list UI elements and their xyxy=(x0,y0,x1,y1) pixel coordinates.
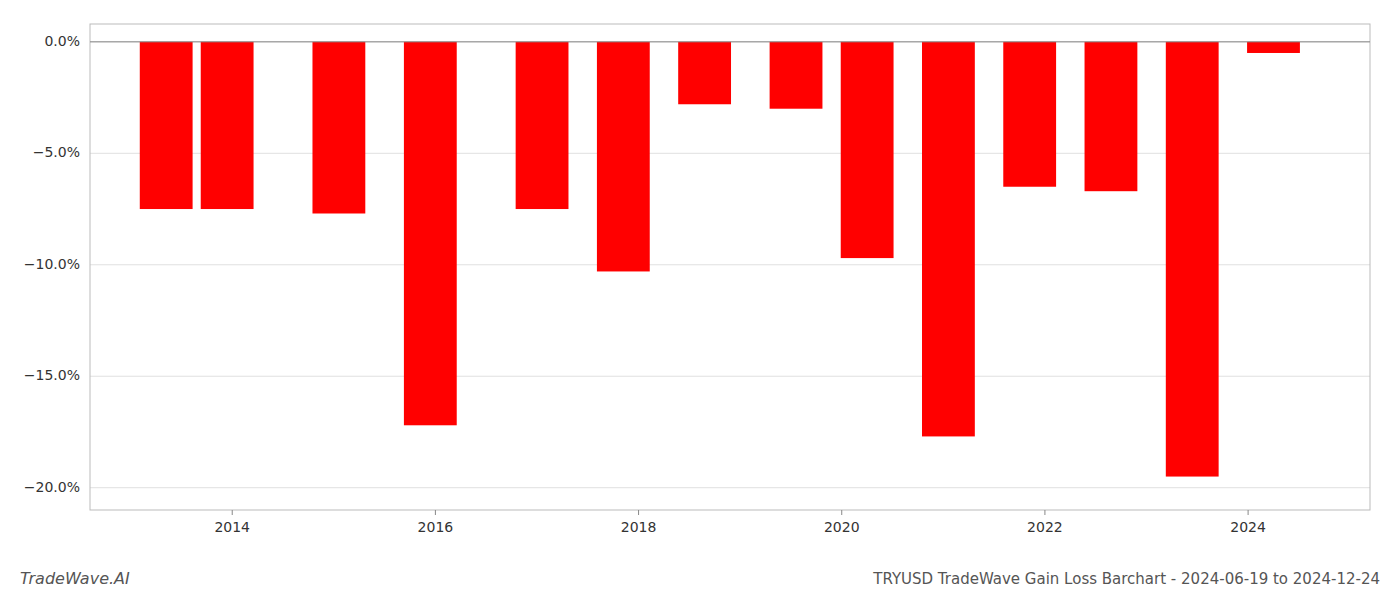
x-tick xyxy=(232,510,233,515)
bars xyxy=(140,42,1300,477)
x-tick xyxy=(1248,510,1249,515)
title: TRYUSD TradeWave Gain Loss Barchart - 20… xyxy=(872,570,1380,588)
y-tick-label: −20.0% xyxy=(24,479,80,495)
x-tick-label: 2016 xyxy=(418,519,454,535)
grid-line xyxy=(90,487,1370,488)
bar xyxy=(404,42,457,425)
bar xyxy=(140,42,193,209)
x-tick-label: 2022 xyxy=(1027,519,1063,535)
grid-line xyxy=(90,41,1370,42)
x-tick xyxy=(1044,510,1045,515)
x-tick-label: 2014 xyxy=(214,519,250,535)
bar xyxy=(770,42,823,109)
x-tick xyxy=(435,510,436,515)
watermark: TradeWave.AI xyxy=(20,569,130,588)
bar xyxy=(597,42,650,272)
y-tick-label: −15.0% xyxy=(24,367,80,383)
chart: 0.0%−5.0%−10.0%−15.0%−20.0%2014201620182… xyxy=(0,0,1400,600)
y-tick-label: −5.0% xyxy=(33,144,80,160)
grid xyxy=(90,42,1370,488)
bar xyxy=(1166,42,1219,477)
plot-frame xyxy=(90,24,1370,510)
background xyxy=(0,0,1400,600)
bar xyxy=(201,42,254,209)
bar xyxy=(1247,42,1300,53)
x-tick-label: 2020 xyxy=(824,519,860,535)
bar xyxy=(312,42,365,214)
x-tick-label: 2024 xyxy=(1230,519,1266,535)
y-tick-label: −10.0% xyxy=(24,256,80,272)
bar xyxy=(1003,42,1056,187)
x-tick xyxy=(638,510,639,515)
bar xyxy=(1085,42,1138,191)
bar xyxy=(841,42,894,258)
x-tick xyxy=(841,510,842,515)
zero-line xyxy=(90,41,1370,42)
bar xyxy=(516,42,569,209)
bar xyxy=(922,42,975,437)
y-axis: 0.0% −5.0% −10.0% −15.0% −20.0% xyxy=(24,33,80,495)
x-tick-label: 2018 xyxy=(621,519,657,535)
x-axis: 2014 2016 2018 2020 2022 2024 xyxy=(214,510,1266,535)
y-tick-label: 0.0% xyxy=(44,33,80,49)
bar xyxy=(678,42,731,104)
